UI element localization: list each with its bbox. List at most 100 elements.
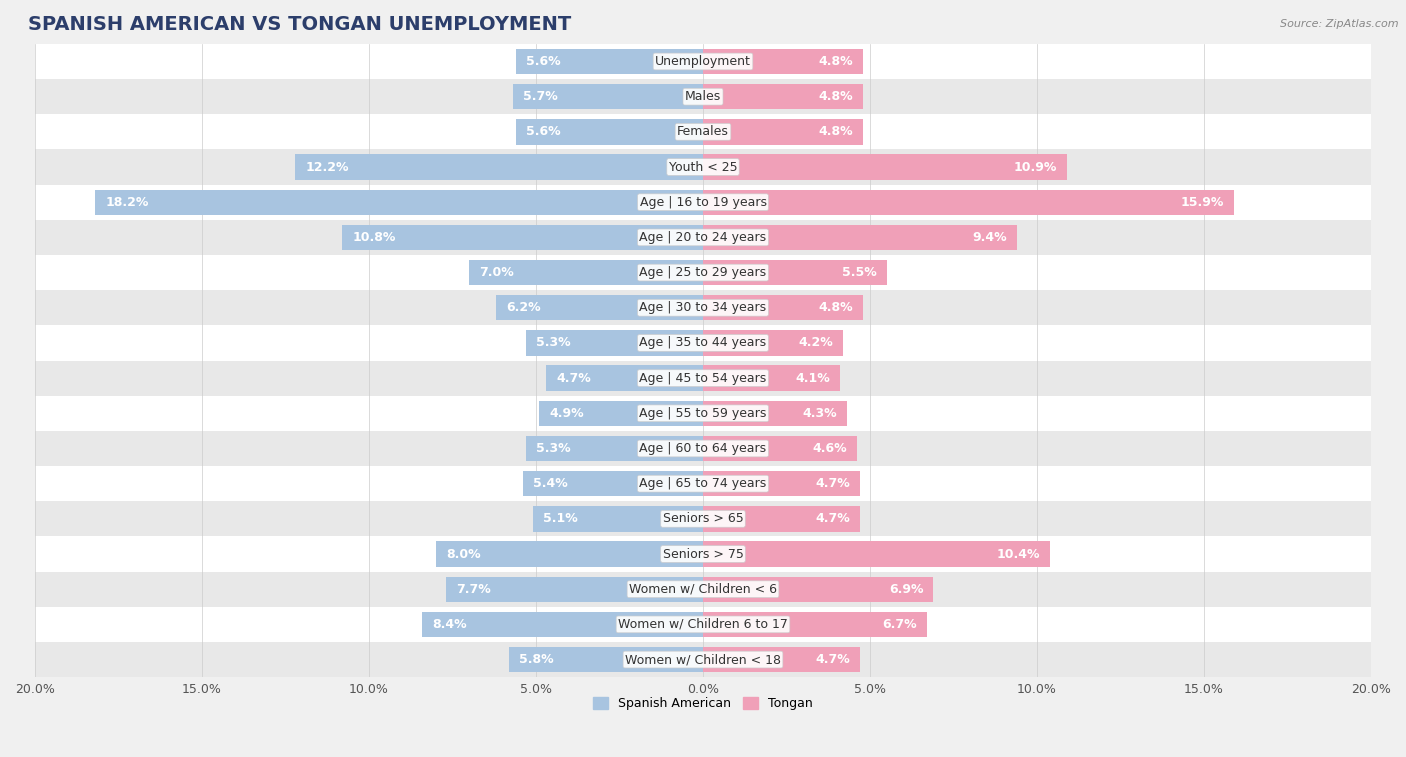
Bar (703, 84, 863, 109)
Bar (35, 44, 1371, 79)
Text: 5.7%: 5.7% (523, 90, 557, 103)
Text: Youth < 25: Youth < 25 (669, 160, 737, 173)
Bar (422, 612, 703, 637)
Text: 4.2%: 4.2% (799, 336, 834, 350)
Bar (526, 436, 703, 461)
Text: Age | 60 to 64 years: Age | 60 to 64 years (640, 442, 766, 455)
Text: Age | 16 to 19 years: Age | 16 to 19 years (640, 196, 766, 209)
Bar (516, 48, 703, 74)
Bar (342, 225, 703, 250)
Bar (295, 154, 703, 179)
Bar (35, 360, 1371, 396)
Text: 4.8%: 4.8% (818, 126, 853, 139)
Text: 9.4%: 9.4% (973, 231, 1007, 244)
Text: Males: Males (685, 90, 721, 103)
Text: 5.8%: 5.8% (519, 653, 554, 666)
Bar (546, 366, 703, 391)
Text: 10.8%: 10.8% (353, 231, 395, 244)
Text: 4.1%: 4.1% (796, 372, 830, 385)
Bar (526, 330, 703, 356)
Bar (35, 501, 1371, 537)
Text: 4.8%: 4.8% (818, 301, 853, 314)
Bar (516, 119, 703, 145)
Text: Age | 45 to 54 years: Age | 45 to 54 years (640, 372, 766, 385)
Bar (446, 577, 703, 602)
Bar (703, 48, 863, 74)
Bar (35, 466, 1371, 501)
Bar (35, 642, 1371, 678)
Text: 18.2%: 18.2% (105, 196, 149, 209)
Text: Women w/ Children < 18: Women w/ Children < 18 (626, 653, 780, 666)
Text: 5.3%: 5.3% (536, 442, 571, 455)
Bar (703, 366, 839, 391)
Text: 7.0%: 7.0% (479, 266, 515, 279)
Bar (35, 114, 1371, 149)
Text: SPANISH AMERICAN VS TONGAN UNEMPLOYMENT: SPANISH AMERICAN VS TONGAN UNEMPLOYMENT (28, 15, 571, 34)
Bar (703, 647, 860, 672)
Text: Age | 30 to 34 years: Age | 30 to 34 years (640, 301, 766, 314)
Text: 5.4%: 5.4% (533, 477, 568, 491)
Text: 4.7%: 4.7% (555, 372, 591, 385)
Text: 4.6%: 4.6% (813, 442, 846, 455)
Text: Seniors > 75: Seniors > 75 (662, 547, 744, 560)
Bar (509, 647, 703, 672)
Text: 4.3%: 4.3% (801, 407, 837, 420)
Text: Females: Females (678, 126, 728, 139)
Text: 4.8%: 4.8% (818, 90, 853, 103)
Bar (703, 612, 927, 637)
Text: Age | 35 to 44 years: Age | 35 to 44 years (640, 336, 766, 350)
Bar (703, 260, 887, 285)
Bar (496, 295, 703, 320)
Text: 6.2%: 6.2% (506, 301, 540, 314)
Text: 7.7%: 7.7% (456, 583, 491, 596)
Bar (703, 577, 934, 602)
Text: Unemployment: Unemployment (655, 55, 751, 68)
Bar (703, 154, 1067, 179)
Bar (35, 185, 1371, 220)
Bar (35, 79, 1371, 114)
Bar (703, 541, 1050, 567)
Bar (703, 225, 1017, 250)
Bar (703, 400, 846, 426)
Bar (35, 537, 1371, 572)
Bar (703, 119, 863, 145)
Text: 4.9%: 4.9% (550, 407, 583, 420)
Text: Age | 55 to 59 years: Age | 55 to 59 years (640, 407, 766, 420)
Bar (35, 220, 1371, 255)
Text: 4.7%: 4.7% (815, 512, 851, 525)
Text: 6.9%: 6.9% (889, 583, 924, 596)
Text: 10.4%: 10.4% (997, 547, 1040, 560)
Text: 8.0%: 8.0% (446, 547, 481, 560)
Text: 12.2%: 12.2% (305, 160, 349, 173)
Text: 15.9%: 15.9% (1181, 196, 1225, 209)
Bar (540, 400, 703, 426)
Bar (35, 431, 1371, 466)
Bar (533, 506, 703, 531)
Text: 4.7%: 4.7% (815, 653, 851, 666)
Text: Age | 65 to 74 years: Age | 65 to 74 years (640, 477, 766, 491)
Text: 5.6%: 5.6% (526, 55, 561, 68)
Bar (703, 295, 863, 320)
Text: Source: ZipAtlas.com: Source: ZipAtlas.com (1281, 19, 1399, 29)
Text: Age | 20 to 24 years: Age | 20 to 24 years (640, 231, 766, 244)
Bar (35, 255, 1371, 290)
Bar (703, 189, 1234, 215)
Text: 6.7%: 6.7% (882, 618, 917, 631)
Text: 4.8%: 4.8% (818, 55, 853, 68)
Bar (703, 506, 860, 531)
Bar (703, 330, 844, 356)
Bar (96, 189, 703, 215)
Text: Age | 25 to 29 years: Age | 25 to 29 years (640, 266, 766, 279)
Bar (35, 149, 1371, 185)
Text: Seniors > 65: Seniors > 65 (662, 512, 744, 525)
Text: 5.5%: 5.5% (842, 266, 877, 279)
Bar (703, 436, 856, 461)
Text: 5.1%: 5.1% (543, 512, 578, 525)
Bar (35, 572, 1371, 607)
Bar (35, 396, 1371, 431)
Bar (35, 326, 1371, 360)
Bar (703, 471, 860, 497)
Bar (523, 471, 703, 497)
Text: 10.9%: 10.9% (1014, 160, 1057, 173)
Bar (35, 290, 1371, 326)
